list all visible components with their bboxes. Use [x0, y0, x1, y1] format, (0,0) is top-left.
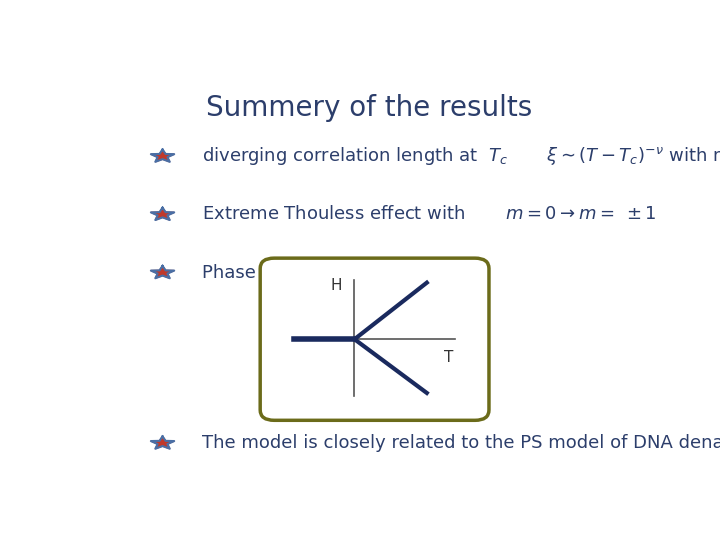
Text: The model is closely related to the PS model of DNA denaturation: The model is closely related to the PS m… — [202, 434, 720, 452]
FancyBboxPatch shape — [260, 258, 489, 420]
Text: Summery of the results: Summery of the results — [206, 94, 532, 122]
Text: T: T — [444, 349, 454, 364]
Polygon shape — [151, 150, 174, 162]
Polygon shape — [151, 266, 174, 278]
Polygon shape — [151, 436, 174, 449]
Text: Phase diagram: Phase diagram — [202, 264, 336, 282]
Text: Extreme Thouless effect with       $m=0\rightarrow m=\;\pm1$: Extreme Thouless effect with $m=0\righta… — [202, 206, 656, 224]
Text: diverging correlation length at  $T_c$       $\xi\sim(T-T_c)^{-\nu}$ with nonuni: diverging correlation length at $T_c$ $\… — [202, 145, 720, 167]
Text: H: H — [330, 278, 342, 293]
Polygon shape — [151, 207, 174, 220]
